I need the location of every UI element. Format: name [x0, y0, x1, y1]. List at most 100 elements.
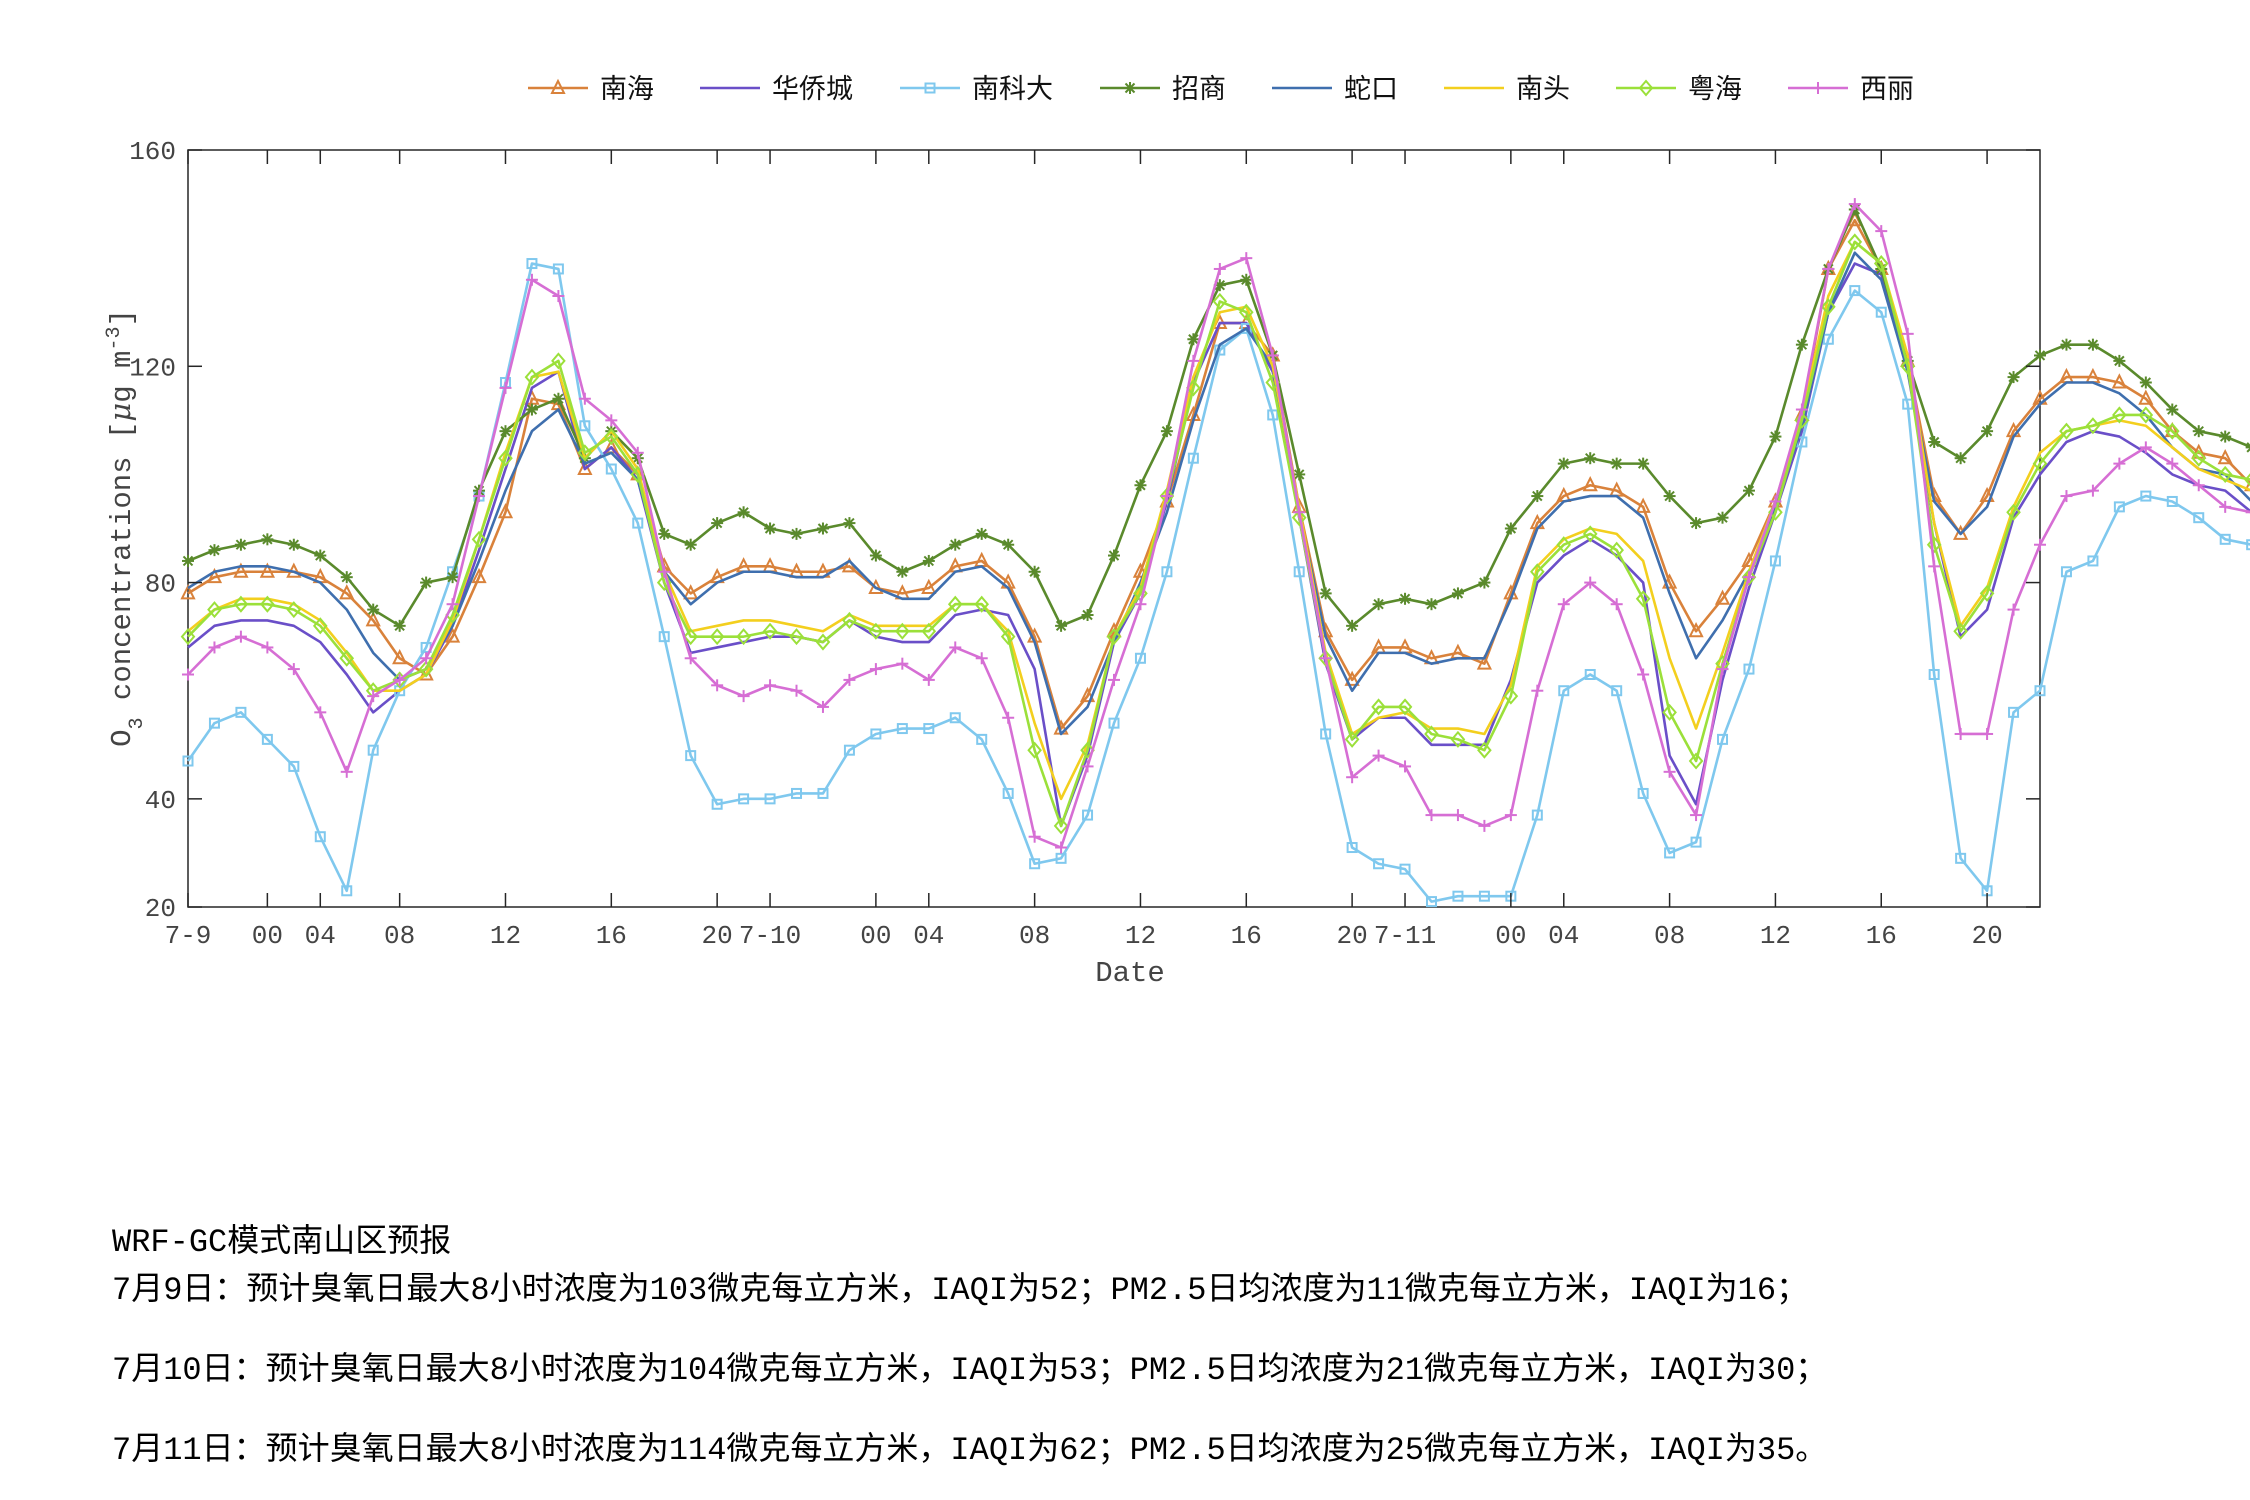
data-point	[683, 628, 699, 646]
data-point	[207, 601, 222, 619]
data-point	[1082, 809, 1094, 821]
data-point	[1743, 663, 1755, 675]
data-point	[2244, 473, 2250, 487]
data-point	[1822, 262, 1835, 275]
data-point	[1953, 622, 1968, 640]
y-axis: 20 40 80 120 160	[129, 137, 2040, 924]
data-point	[1714, 589, 1731, 605]
data-point	[1477, 741, 1492, 759]
data-point	[1161, 566, 1173, 578]
data-point	[499, 425, 512, 438]
data-point	[287, 663, 300, 676]
data-point	[1027, 741, 1042, 759]
data-point	[1478, 819, 1491, 832]
data-point	[2166, 495, 2178, 507]
data-point	[418, 660, 434, 678]
data-point	[1238, 303, 1254, 321]
data-point	[1028, 565, 1041, 578]
data-point	[842, 611, 857, 629]
data-point	[1610, 598, 1623, 611]
data-point	[1611, 685, 1623, 697]
data-point	[1690, 836, 1702, 848]
data-point	[868, 622, 884, 640]
x-tick-label: 04	[1548, 921, 1579, 951]
data-point	[2245, 511, 2250, 514]
data-point	[1187, 354, 1200, 367]
data-point	[685, 750, 697, 762]
data-point	[1955, 852, 1967, 864]
data-point	[1372, 598, 1385, 611]
data-point	[1716, 663, 1729, 676]
data-point	[764, 522, 777, 535]
data-point	[1108, 549, 1120, 562]
data-point	[1346, 619, 1359, 632]
data-point	[1319, 652, 1332, 665]
data-point	[1293, 506, 1306, 519]
data-point	[552, 392, 565, 405]
data-point	[259, 562, 275, 578]
data-point	[2087, 555, 2099, 567]
data-point	[206, 567, 223, 584]
data-point	[791, 787, 803, 799]
data-point	[762, 622, 778, 640]
data-point	[1690, 517, 1703, 530]
legend-label: 西丽	[1860, 74, 1914, 105]
x-tick-label: 12	[1125, 921, 1156, 951]
data-point	[2219, 500, 2232, 513]
forecast-line-7-11: 7月11日：预计臭氧日最大8小时浓度为114微克每立方米，IAQI为62；PM2…	[112, 1432, 1828, 1469]
x-tick-label: 16	[1866, 921, 1897, 951]
data-point	[208, 641, 221, 654]
data-point	[1981, 727, 1994, 740]
data-point	[1531, 490, 1544, 503]
data-point	[1662, 703, 1677, 721]
data-point	[340, 765, 353, 778]
x-axis-label: Date	[1095, 957, 1165, 990]
data-point	[1928, 668, 1940, 680]
series-line	[187, 240, 2250, 828]
x-tick-label: 12	[490, 921, 521, 951]
ylabel-mu: μ	[103, 403, 137, 422]
forecast-line-7-10: 7月10日：预计臭氧日最大8小时浓度为104微克每立方米，IAQI为53；PM2…	[112, 1352, 1828, 1389]
data-point	[1557, 457, 1570, 470]
data-point	[314, 831, 326, 843]
data-point	[446, 571, 459, 584]
legend-label: 南头	[1516, 74, 1570, 105]
data-point	[2164, 422, 2180, 440]
data-point	[1053, 817, 1069, 835]
data-point	[870, 728, 882, 740]
data-point	[1821, 298, 1836, 316]
y-tick-label: 20	[145, 894, 176, 924]
legend-item: 南海	[528, 74, 654, 105]
legend-item: 南头	[1444, 74, 1570, 105]
data-point	[764, 679, 777, 692]
series-7	[182, 198, 2250, 854]
o3-line-chart: 南海 华侨城 南科大 招商 蛇口 南头 粤海 西丽 20 40 80 120 160 7-9 00 04 0…	[103, 74, 2250, 990]
data-point	[577, 444, 593, 462]
x-tick-label: 00	[860, 921, 891, 951]
data-point	[1344, 670, 1360, 686]
data-point	[1002, 787, 1014, 799]
data-point	[1132, 562, 1149, 578]
data-point	[1582, 525, 1598, 543]
data-point	[2217, 448, 2233, 465]
data-point	[2007, 371, 2020, 384]
data-point	[1124, 82, 1136, 94]
data-point	[1688, 621, 1704, 638]
data-point	[552, 289, 565, 302]
data-point	[498, 449, 513, 467]
data-point	[1688, 752, 1704, 770]
data-point	[975, 652, 988, 665]
legend-label: 南科大	[972, 74, 1053, 105]
data-point	[1134, 652, 1146, 664]
data-point	[1794, 411, 1810, 429]
data-point	[1556, 536, 1572, 554]
data-point	[737, 690, 750, 703]
y-axis-label: O3 concentrations [μg m-3]	[103, 309, 149, 747]
y-tick-label: 80	[145, 570, 176, 600]
data-point	[1372, 749, 1385, 762]
data-point	[1081, 760, 1094, 773]
x-tick-label: 12	[1760, 921, 1791, 951]
data-point	[1029, 858, 1041, 870]
legend-label: 粤海	[1688, 74, 1742, 105]
data-point	[287, 538, 300, 551]
